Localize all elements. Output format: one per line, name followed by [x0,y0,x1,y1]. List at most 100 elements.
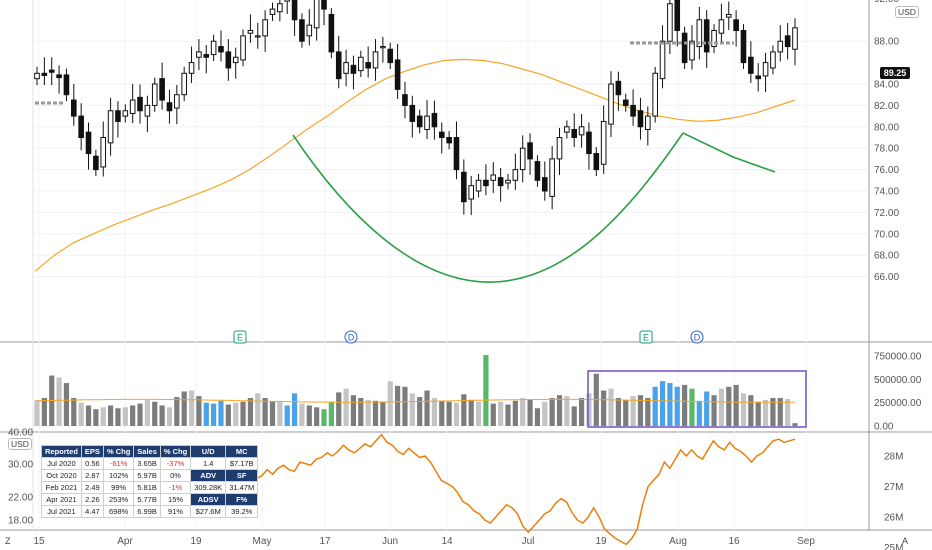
earnings-marker [639,330,653,344]
price-tick-label: 78.00 [874,144,899,155]
date-tick-label: Sep [797,536,815,547]
volume-tick-label: 750000.00 [874,352,922,363]
candle-body [659,40,666,80]
volume-bar [181,391,187,426]
volume-bar [748,395,754,426]
header-reported: Reported [41,445,82,458]
candle-body [225,51,232,69]
candle-body [291,0,298,21]
candle-body [328,13,335,53]
volume-bar [137,403,143,426]
volume-bar [718,388,725,426]
candle-body [247,30,254,34]
candle-body [630,104,636,117]
volume-bar [505,404,511,426]
candle-body [93,155,99,171]
volume-bar [483,355,489,426]
volume-bar [306,405,312,426]
date-tick-label: 19 [595,536,607,547]
candle-body [321,0,327,10]
volume-bar [166,407,173,426]
volume-bar [328,401,334,426]
candle-body [159,78,165,101]
candle-body [674,0,681,31]
volume-bar [733,384,739,426]
candle-body [740,30,747,64]
volume-bar [211,403,217,426]
volume-bar [689,388,695,426]
candle-body [48,69,55,73]
volume-bar [63,383,70,426]
cell: Jul 2021 [41,505,82,518]
cell: 6.99B [133,505,161,518]
volume-bar [571,406,577,426]
price-tick-label: 72.00 [874,208,899,219]
candle-body [586,131,592,155]
header-mc: MC [225,445,259,458]
volume-bar [659,381,666,426]
volume-bar [115,408,121,426]
volume-bar [630,396,636,426]
rs-right-tick-label: 28M [884,452,903,463]
volume-bar [704,391,710,426]
volume-bar [343,388,349,426]
volume-bar [299,403,305,426]
volume-bar [682,384,688,426]
candle-body [299,19,305,42]
candle-body [711,30,717,48]
volume-bar [527,399,533,426]
candle-body [313,0,320,29]
volume-bar [380,401,386,426]
candle-body [534,161,541,181]
candle-body [564,126,570,133]
auto-scale-toggle[interactable]: A [902,536,909,546]
log-scale-toggle[interactable]: Z [5,536,11,546]
volume-bar [549,398,555,426]
candle-body [306,24,313,37]
candle-body [681,32,688,64]
volume-bar [336,392,342,426]
price-tick-label: 82.00 [874,101,899,112]
candle-body [652,72,658,117]
volume-bar [512,400,518,426]
cell: Apr 2021 [41,493,82,506]
rs-currency-badge: USD [8,438,32,450]
volume-bar [542,401,548,426]
rs-left-tick-label: 18.00 [8,516,33,527]
candle-body [431,112,438,128]
candle-body [343,62,349,74]
cup-pattern-curve [292,132,684,283]
candle-body [210,40,217,56]
cell: 15% [159,493,192,506]
cell: 31.47M [225,481,259,494]
volume-bar [291,393,298,426]
cell: 2.26 [80,493,104,506]
candle-body [70,99,77,117]
cell: -1% [159,481,192,494]
candle-body [490,174,497,181]
volume-bar [461,394,467,426]
rs-left-tick-label: 40.00 [8,428,33,439]
candle-body [475,179,482,192]
cell: 99% [102,481,135,494]
volume-tick-label: 0.00 [874,422,894,433]
candle-body [240,35,246,61]
header-ud: U/D [190,445,227,458]
cell: 1.4 [190,457,227,470]
candle-body [166,102,173,112]
volume-bar [556,395,563,426]
volume-bar [85,405,92,426]
candle-body [402,94,408,106]
volume-bar [637,395,644,426]
volume-bar [41,398,47,426]
volume-bar [740,393,747,426]
volume-bar [755,401,761,426]
header-sales-chg: % Chg [159,445,192,458]
volume-bar [777,398,783,426]
currency-badge[interactable]: USD [895,6,919,18]
table-row: Feb 2021 2.49 99% 5.81B -1% 309.28K 31.4… [41,481,259,494]
handle-pattern-line [682,132,776,173]
candle-body [56,74,62,79]
earnings-marker-label: E [237,333,243,343]
